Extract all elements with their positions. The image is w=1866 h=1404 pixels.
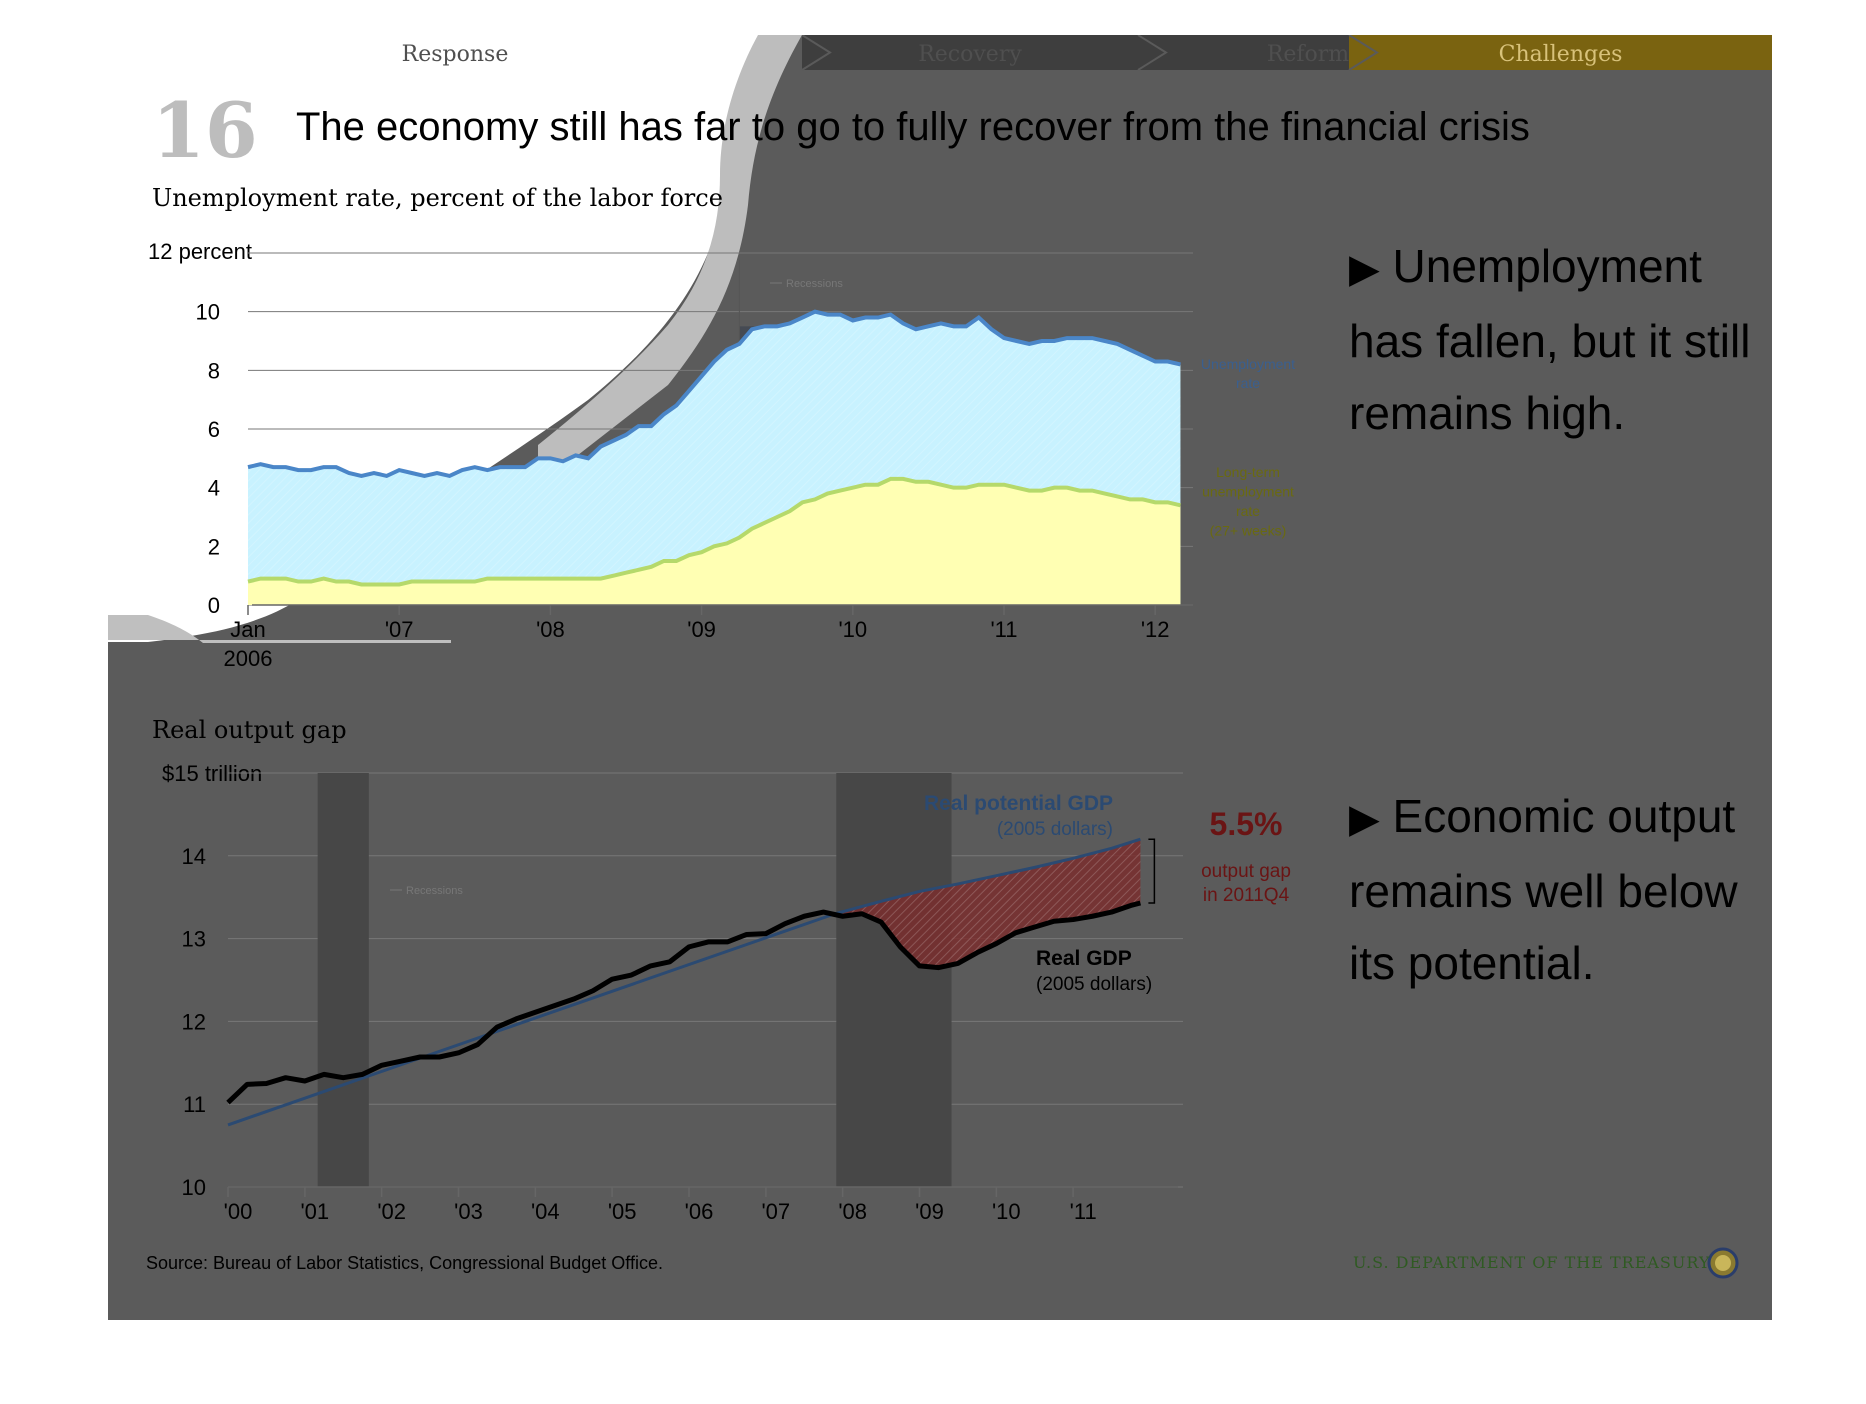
series-label-potential-gdp: Real potential GDP [924, 792, 1113, 815]
longterm-line [247, 476, 1181, 587]
x-tick-label: '07 [761, 1199, 790, 1224]
gap-bracket [1148, 838, 1156, 904]
unemployment-chart: Unemployment rate, percent of the labor … [148, 184, 1295, 671]
y-tick-label: 4 [208, 476, 220, 501]
y-tick-label: 6 [208, 417, 220, 442]
longterm-area [248, 478, 1181, 605]
y-tick-label: 11 [183, 1092, 206, 1117]
nav-arrow-icon [1348, 35, 1379, 71]
nav-tab-label: Reform [1267, 42, 1349, 67]
gap-annotation-line2: in 2011Q4 [1203, 885, 1290, 906]
agency-name: U.S. DEPARTMENT OF THE TREASURY [1353, 1253, 1711, 1272]
chart-title: Unemployment rate, percent of the labor … [152, 184, 723, 212]
y-tick-label: 10 [182, 1175, 206, 1200]
series-label-real-gdp-sub: (2005 dollars) [1036, 974, 1152, 995]
nav-bar: Response Recovery Reform Challenges [402, 35, 1772, 71]
y-tick-label: 12 [182, 1009, 206, 1034]
y-tick-label: 14 [182, 844, 206, 869]
x-tick-label: '01 [300, 1199, 329, 1224]
y-tick-label: 0 [208, 593, 220, 618]
series-label-longterm-line: unemployment [1202, 484, 1294, 500]
nav-tab-label: Response [402, 42, 509, 67]
output-gap-chart: Real output gap$15 trillion1413121110Rec… [152, 716, 1291, 1224]
series-label-unemployment-line: Unemployment [1201, 356, 1295, 372]
nav-tab-label: Challenges [1499, 42, 1623, 67]
series-label-unemployment-line: rate [1236, 375, 1260, 391]
series-label-potential-gdp-sub: (2005 dollars) [997, 819, 1113, 840]
nav-arrow-icon [801, 35, 832, 71]
dim-overlay [108, 35, 1772, 1320]
y-tick-label: 13 [182, 927, 206, 952]
real-gdp-line [226, 900, 1142, 1105]
nav-tab-bg [1349, 35, 1772, 70]
series-label-longterm-line: Long-term [1216, 464, 1280, 480]
x-tick-label: '02 [377, 1199, 406, 1224]
x-tick-label: '10 [992, 1199, 1021, 1224]
bullet-marker: ▶ [1349, 247, 1380, 291]
slide-number: 16 [152, 86, 258, 175]
recession-legend-label: Recessions [406, 885, 463, 897]
series-label-real-gdp: Real GDP [1036, 947, 1132, 970]
y-tick-label: 8 [208, 358, 220, 383]
output-gap-hatch [842, 839, 1141, 968]
nav-tab-bg [802, 35, 1138, 70]
series-label-longterm-line: rate [1236, 503, 1260, 519]
series-label-longterm-line: (27+ weeks) [1210, 523, 1287, 539]
x-tick-label: '08 [536, 617, 565, 642]
x-tick-label: '10 [838, 617, 867, 642]
bullet-text: Unemployment has fallen, but it still re… [1349, 240, 1751, 439]
x-tick-label: '06 [685, 1199, 714, 1224]
x-tick-label: '11 [990, 617, 1017, 642]
x-tick-label: '04 [531, 1199, 560, 1224]
y-tick-label: 2 [208, 534, 220, 559]
source-note: Source: Bureau of Labor Statistics, Cong… [146, 1253, 663, 1273]
x-tick-label: '09 [915, 1199, 944, 1224]
recession-band [317, 773, 369, 1187]
nav-tab-label: Recovery [918, 42, 1022, 67]
x-tick-label: '03 [454, 1199, 483, 1224]
chart-title: Real output gap [152, 716, 347, 744]
bullet-unemployment: ▶ Unemployment has fallen, but it still … [1349, 230, 1769, 449]
treasury-seal-icon [1707, 1247, 1739, 1279]
recession-band [836, 773, 952, 1187]
x-tick-label: '00 [224, 1199, 253, 1224]
slide-title: The economy still has far to go to fully… [296, 105, 1530, 149]
bullet-text: Economic output remains well below its p… [1349, 790, 1738, 989]
slide-canvas: Response Recovery Reform Challenges 16 The … [108, 35, 1772, 1320]
x-tick-sublabel: 2006 [224, 646, 273, 671]
x-tick-label: '12 [1141, 617, 1170, 642]
x-tick-label: '05 [608, 1199, 637, 1224]
x-tick-label: '08 [838, 1199, 867, 1224]
unemployment-line [247, 309, 1181, 479]
bullet-output: ▶ Economic output remains well below its… [1349, 780, 1769, 999]
fold-band [538, 35, 802, 500]
x-tick-label: '09 [687, 617, 716, 642]
x-tick-label: Jan [230, 617, 265, 642]
slide: Response Recovery Reform Challenges 16 The … [108, 35, 1772, 1320]
bullet-marker: ▶ [1349, 797, 1380, 841]
y-tick-label: 10 [196, 300, 220, 325]
y-axis-top-label: 12 percent [148, 239, 252, 264]
x-tick-label: '11 [1070, 1199, 1097, 1224]
gap-annotation-value: 5.5% [1210, 806, 1283, 842]
potential-gdp-line [227, 837, 1141, 1127]
nav-arrow-icon [1137, 35, 1168, 71]
recession-legend-label: Recessions [786, 278, 843, 290]
fold-flap [108, 615, 451, 643]
gap-annotation-line1: output gap [1201, 861, 1291, 882]
x-tick-label: '07 [385, 617, 414, 642]
